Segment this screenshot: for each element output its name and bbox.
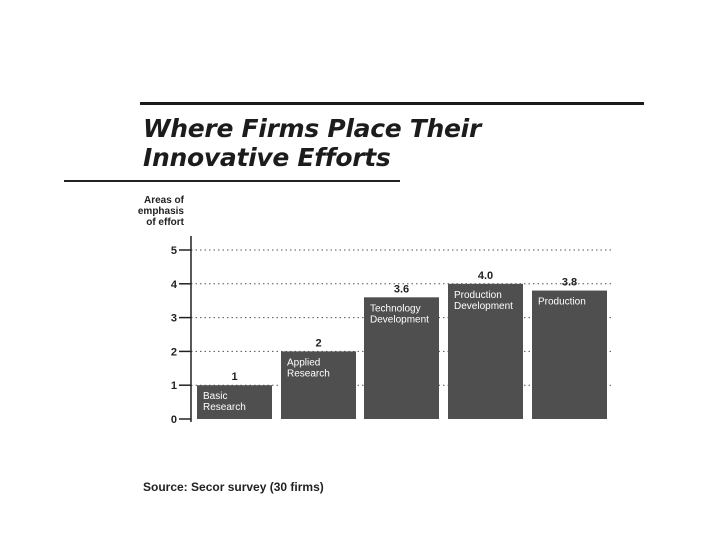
y-axis-label-line-2: emphasis (137, 206, 184, 217)
bar-category-label-4-line-1: Production (454, 290, 502, 301)
chart-title-line-1: Where Firms Place Their (143, 114, 481, 143)
y-axis-label-line-3: of effort (146, 217, 184, 228)
title-bottom-rule (64, 180, 400, 182)
bar-category-label-5-line-1: Production (538, 297, 586, 308)
bar-category-label-3-line-2: Development (370, 314, 429, 325)
bar-value-label-5: 3.8 (562, 277, 577, 289)
bar-value-label-3: 3.6 (394, 283, 409, 295)
y-axis-label-line-1: Areas of (143, 195, 184, 206)
bar-value-label-1: 1 (231, 371, 237, 383)
title-top-rule (140, 102, 644, 105)
bar-category-label-2-line-2: Research (287, 368, 330, 379)
chart-title: Where Firms Place Their Innovative Effor… (143, 114, 481, 172)
y-tick-label-0: 0 (171, 414, 177, 426)
bar-3 (364, 297, 439, 419)
bar-category-label-3-line-1: Technology (370, 303, 421, 314)
y-tick-label-5: 5 (171, 245, 177, 257)
source-note: Source: Secor survey (30 firms) (143, 480, 324, 494)
y-axis-label: Areas of emphasis of effort (132, 195, 184, 228)
bar-4 (448, 283, 523, 419)
bar-value-label-4: 4.0 (478, 270, 493, 282)
bar-category-label-4-line-2: Development (454, 301, 513, 312)
bar-value-label-2: 2 (315, 337, 321, 349)
bar-category-label-2-line-1: Applied (287, 357, 320, 368)
bar-2 (281, 351, 356, 419)
y-tick-label-4: 4 (171, 279, 178, 291)
y-tick-label-1: 1 (171, 380, 177, 392)
bar-category-label-1-line-1: Basic (203, 391, 227, 402)
bar-5 (532, 290, 607, 419)
chart-title-line-2: Innovative Efforts (143, 143, 391, 172)
bar-1 (197, 385, 272, 419)
y-tick-label-2: 2 (171, 346, 177, 358)
bar-category-label-1-line-2: Research (203, 402, 246, 413)
y-tick-label-3: 3 (171, 313, 177, 325)
